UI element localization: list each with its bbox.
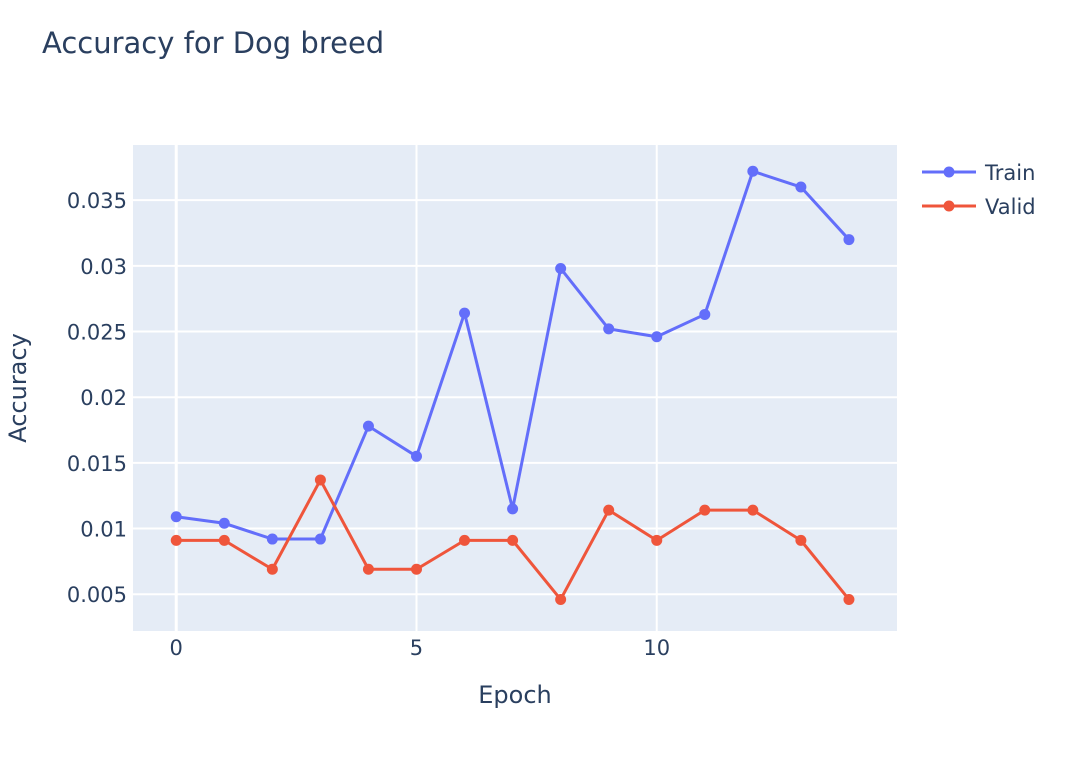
legend-marker-icon <box>943 200 955 212</box>
data-point-valid <box>795 534 807 546</box>
data-point-train <box>410 450 422 462</box>
legend-item-valid[interactable]: Valid <box>922 195 1036 219</box>
x-tick-label: 10 <box>643 636 670 660</box>
legend-marker-icon <box>943 166 955 178</box>
y-tick-label: 0.03 <box>80 255 127 279</box>
y-tick-label: 0.005 <box>67 583 127 607</box>
data-point-valid <box>170 534 182 546</box>
data-point-valid <box>459 534 471 546</box>
x-tick-label: 5 <box>410 636 423 660</box>
data-point-valid <box>266 563 278 575</box>
data-point-train <box>218 517 230 529</box>
data-point-valid <box>651 534 663 546</box>
x-tick-label: 0 <box>170 636 183 660</box>
y-tick-label: 0.02 <box>80 386 127 410</box>
data-point-train <box>555 262 567 274</box>
data-point-valid <box>218 534 230 546</box>
data-point-train <box>314 533 326 545</box>
legend-item-train[interactable]: Train <box>922 161 1035 185</box>
data-point-valid <box>410 563 422 575</box>
data-point-valid <box>362 563 374 575</box>
data-point-train <box>266 533 278 545</box>
y-tick-label: 0.025 <box>67 321 127 345</box>
data-point-train <box>747 165 759 177</box>
y-axis-label: Accuracy <box>4 333 32 443</box>
grid-lines <box>133 145 897 631</box>
data-point-valid <box>507 534 519 546</box>
data-point-valid <box>314 474 326 486</box>
data-point-valid <box>843 593 855 605</box>
x-axis-ticks: 0 5 10 <box>170 636 671 660</box>
data-point-train <box>651 331 663 343</box>
legend[interactable]: Train Valid <box>922 161 1036 219</box>
data-point-valid <box>555 593 567 605</box>
data-point-train <box>507 503 519 515</box>
y-tick-label: 0.01 <box>80 518 127 542</box>
data-point-valid <box>603 504 615 516</box>
legend-label: Valid <box>985 195 1036 219</box>
legend-label: Train <box>984 161 1035 185</box>
data-point-train <box>459 307 471 319</box>
series-layer <box>170 165 855 605</box>
data-point-valid <box>699 504 711 516</box>
x-axis-label: Epoch <box>478 681 552 709</box>
y-tick-label: 0.035 <box>67 189 127 213</box>
data-point-train <box>843 234 855 246</box>
data-point-train <box>699 308 711 320</box>
data-point-train <box>362 420 374 432</box>
data-point-valid <box>747 504 759 516</box>
data-point-train <box>795 181 807 193</box>
series-valid <box>170 474 855 605</box>
y-axis-ticks: 0.005 0.01 0.015 0.02 0.025 0.03 0.035 <box>67 189 127 607</box>
plot-area-background <box>133 145 897 631</box>
data-point-train <box>170 511 182 523</box>
chart-title: Accuracy for Dog breed <box>42 26 385 60</box>
y-tick-label: 0.015 <box>67 452 127 476</box>
data-point-train <box>603 323 615 335</box>
